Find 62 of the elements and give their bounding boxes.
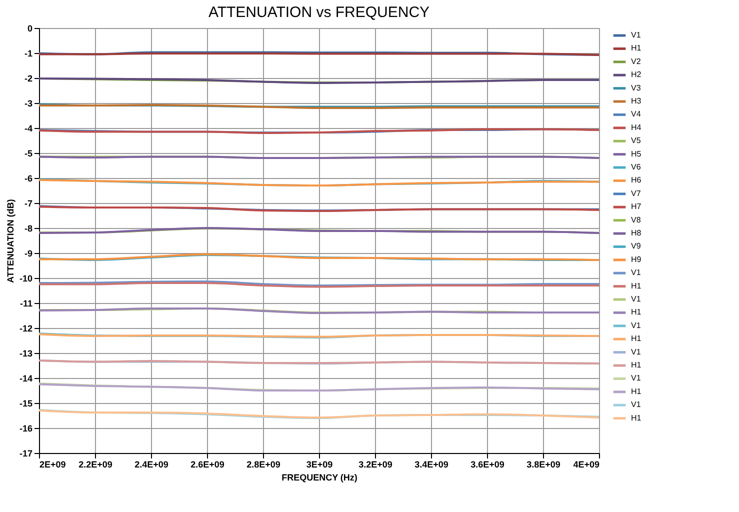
x-tick-label: 3.8E+09 bbox=[526, 460, 560, 470]
y-axis-title: ATTENUATION (dB) bbox=[5, 199, 16, 283]
y-tick-label: -6 bbox=[24, 174, 32, 184]
x-tick-label: 4E+09 bbox=[573, 460, 600, 470]
legend-label: V8 bbox=[631, 215, 642, 224]
legend-label: H1 bbox=[631, 386, 642, 396]
y-tick-label: -16 bbox=[19, 424, 32, 434]
y-tick-label: -5 bbox=[24, 148, 32, 158]
y-tick-label: -14 bbox=[19, 374, 32, 384]
y-tick-label: -2 bbox=[24, 74, 32, 84]
x-tick-label: 2E+09 bbox=[40, 460, 66, 470]
y-tick-label: -15 bbox=[19, 398, 32, 408]
y-tick-label: -1 bbox=[24, 48, 32, 58]
legend-label: V7 bbox=[631, 188, 642, 198]
y-tick-label: -4 bbox=[24, 124, 32, 134]
legend-label: V1 bbox=[631, 320, 642, 330]
y-tick-label: -17 bbox=[19, 448, 32, 458]
legend-label: V6 bbox=[631, 162, 642, 172]
x-tick-label: 2.2E+09 bbox=[78, 460, 112, 470]
legend-label: H9 bbox=[631, 254, 642, 264]
legend-label: H6 bbox=[631, 176, 642, 185]
legend-label: V1 bbox=[631, 347, 642, 356]
y-tick-label: -12 bbox=[19, 324, 32, 334]
y-tick-label: -8 bbox=[24, 224, 32, 234]
x-tick-label: 3.4E+09 bbox=[414, 460, 448, 470]
legend-label: H1 bbox=[631, 413, 642, 422]
x-tick-label: 3E+09 bbox=[306, 460, 333, 470]
legend-label: V1 bbox=[631, 30, 642, 40]
legend-label: V3 bbox=[631, 83, 642, 92]
x-tick-label: 2.4E+09 bbox=[134, 460, 168, 470]
x-tick-label: 2.8E+09 bbox=[246, 460, 280, 470]
y-tick-label: -7 bbox=[24, 198, 32, 208]
legend-label: H1 bbox=[631, 281, 642, 290]
legend-label: V5 bbox=[631, 136, 642, 146]
y-tick-label: -13 bbox=[19, 348, 32, 358]
legend-label: H8 bbox=[631, 228, 642, 238]
chart-title: ATTENUATION vs FREQUENCY bbox=[208, 4, 430, 21]
legend-label: H1 bbox=[631, 334, 642, 344]
y-tick-label: -3 bbox=[24, 98, 32, 108]
legend-label: V2 bbox=[631, 56, 642, 66]
y-tick-label: -10 bbox=[19, 274, 32, 284]
legend-label: V1 bbox=[631, 294, 642, 304]
legend-label: H4 bbox=[631, 122, 642, 132]
legend-label: V1 bbox=[631, 400, 642, 410]
legend-label: V1 bbox=[631, 268, 642, 278]
legend-label: H3 bbox=[631, 96, 642, 106]
legend-label: H7 bbox=[631, 202, 642, 212]
x-tick-label: 3.2E+09 bbox=[358, 460, 392, 470]
x-axis-title: FREQUENCY (Hz) bbox=[282, 472, 358, 482]
x-tick-label: 3.6E+09 bbox=[470, 460, 504, 470]
y-tick-label: -9 bbox=[24, 248, 32, 258]
y-tick-label: -11 bbox=[20, 298, 32, 308]
legend-label: V1 bbox=[631, 374, 642, 383]
y-tick-label: 0 bbox=[27, 24, 32, 34]
x-tick-label: 2.6E+09 bbox=[190, 460, 224, 470]
legend-label: H5 bbox=[631, 149, 642, 158]
legend-label: H1 bbox=[631, 360, 642, 370]
legend-label: V9 bbox=[631, 242, 642, 251]
legend-label: H1 bbox=[631, 308, 642, 317]
legend-label: H2 bbox=[631, 70, 642, 80]
legend-label: H1 bbox=[631, 44, 642, 53]
legend-label: V4 bbox=[631, 110, 642, 119]
